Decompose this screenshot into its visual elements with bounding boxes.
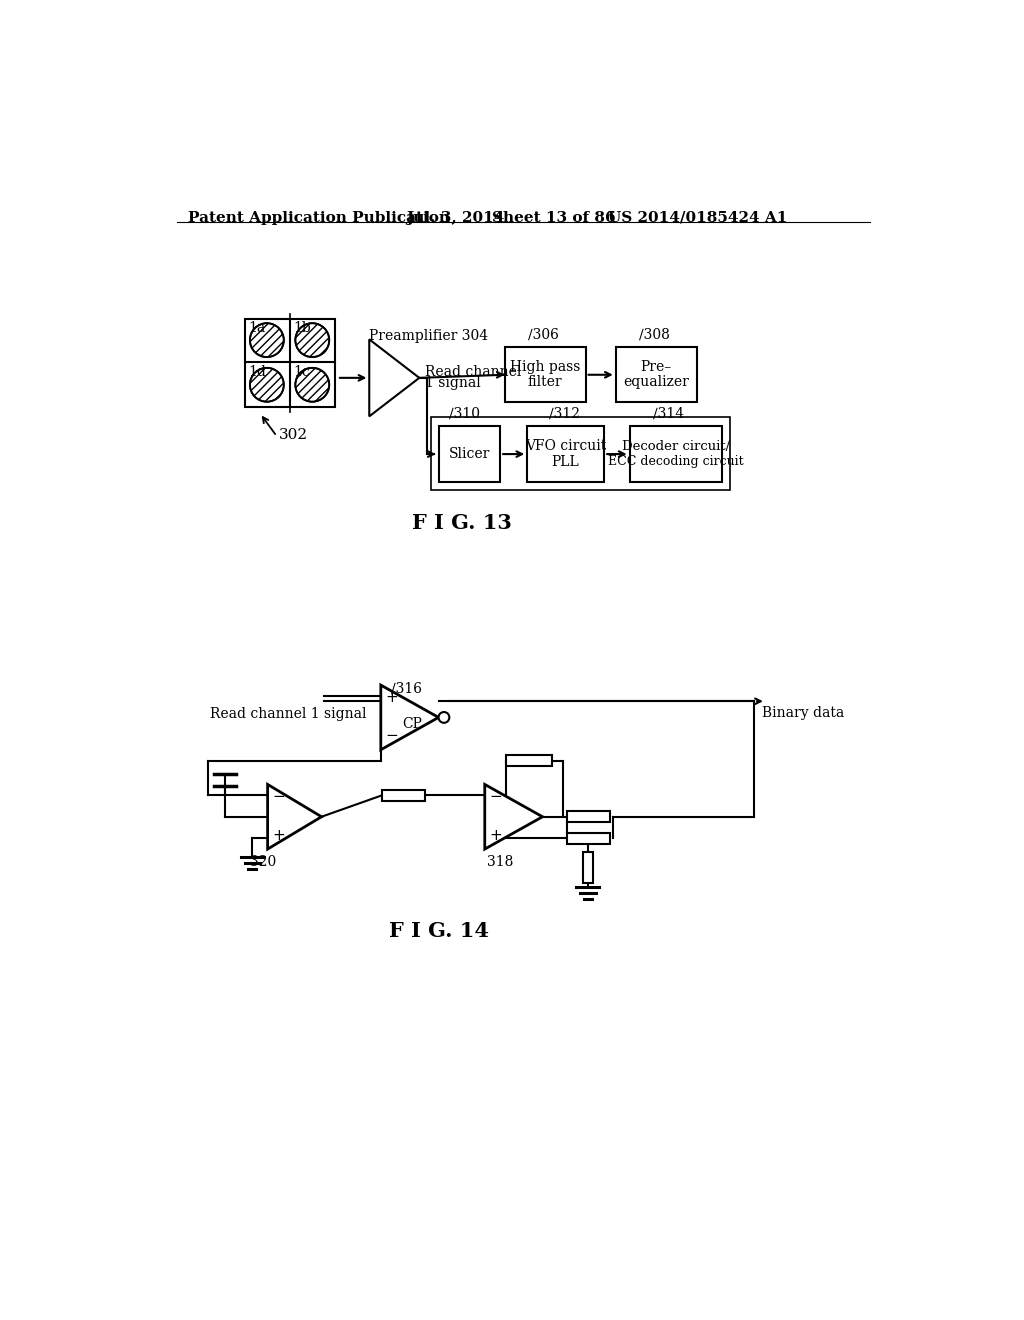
Text: Slicer: Slicer xyxy=(449,447,490,461)
Text: Binary data: Binary data xyxy=(762,706,844,719)
Bar xyxy=(615,347,696,403)
Text: Patent Application Publication: Patent Application Publication xyxy=(188,211,451,224)
Text: F I G. 14: F I G. 14 xyxy=(388,921,488,941)
Text: US 2014/0185424 A1: US 2014/0185424 A1 xyxy=(608,211,787,224)
Text: Decoder circuit/: Decoder circuit/ xyxy=(622,440,730,453)
Bar xyxy=(583,853,593,883)
Circle shape xyxy=(250,323,284,358)
Text: CP: CP xyxy=(402,717,422,730)
Bar xyxy=(382,789,425,800)
Text: Pre–: Pre– xyxy=(640,360,672,374)
Text: Read channel 1 signal: Read channel 1 signal xyxy=(210,708,367,721)
Text: Read channel: Read channel xyxy=(425,364,521,379)
Polygon shape xyxy=(381,685,438,750)
Text: 320: 320 xyxy=(250,855,276,870)
Bar xyxy=(438,426,500,482)
Text: 302: 302 xyxy=(279,429,307,442)
Circle shape xyxy=(250,368,284,401)
Text: Sheet 13 of 86: Sheet 13 of 86 xyxy=(493,211,616,224)
Text: Jul. 3, 2014: Jul. 3, 2014 xyxy=(407,211,505,224)
Polygon shape xyxy=(370,339,419,416)
Text: High pass: High pass xyxy=(510,360,580,374)
Text: PLL: PLL xyxy=(552,455,580,469)
Text: ∕314: ∕314 xyxy=(652,407,684,421)
Text: +: + xyxy=(272,828,285,842)
Text: 1a: 1a xyxy=(249,322,265,335)
Text: +: + xyxy=(385,690,398,705)
Text: VFO circuit: VFO circuit xyxy=(525,440,606,453)
Bar xyxy=(245,318,336,407)
Bar xyxy=(567,812,609,822)
Text: ∕306: ∕306 xyxy=(528,327,559,342)
Text: −: − xyxy=(489,789,502,804)
Bar xyxy=(567,833,609,843)
Bar xyxy=(527,426,604,482)
Bar xyxy=(505,347,586,403)
Text: ∕312: ∕312 xyxy=(549,407,580,421)
Circle shape xyxy=(438,711,450,723)
Text: ∕308: ∕308 xyxy=(639,327,670,342)
Text: F I G. 13: F I G. 13 xyxy=(412,512,512,532)
Text: 1c: 1c xyxy=(294,366,310,379)
Circle shape xyxy=(295,323,330,358)
Text: 1b: 1b xyxy=(294,322,311,335)
Text: 1 signal: 1 signal xyxy=(425,376,480,391)
Bar xyxy=(431,417,730,490)
Text: equalizer: equalizer xyxy=(623,375,688,389)
Text: −: − xyxy=(385,729,398,743)
Polygon shape xyxy=(484,784,543,849)
Text: ECC decoding circuit: ECC decoding circuit xyxy=(608,455,743,469)
Text: ∕310: ∕310 xyxy=(449,407,479,421)
Bar xyxy=(506,755,552,766)
Circle shape xyxy=(295,368,330,401)
Text: Preamplifier 304: Preamplifier 304 xyxy=(370,330,488,343)
Text: ∕316: ∕316 xyxy=(391,682,422,696)
Text: −: − xyxy=(272,789,285,804)
Text: filter: filter xyxy=(527,375,562,389)
Bar xyxy=(630,426,722,482)
Text: 1d: 1d xyxy=(249,366,266,379)
Text: 318: 318 xyxy=(487,855,513,870)
Polygon shape xyxy=(267,784,322,849)
Text: +: + xyxy=(489,828,502,842)
